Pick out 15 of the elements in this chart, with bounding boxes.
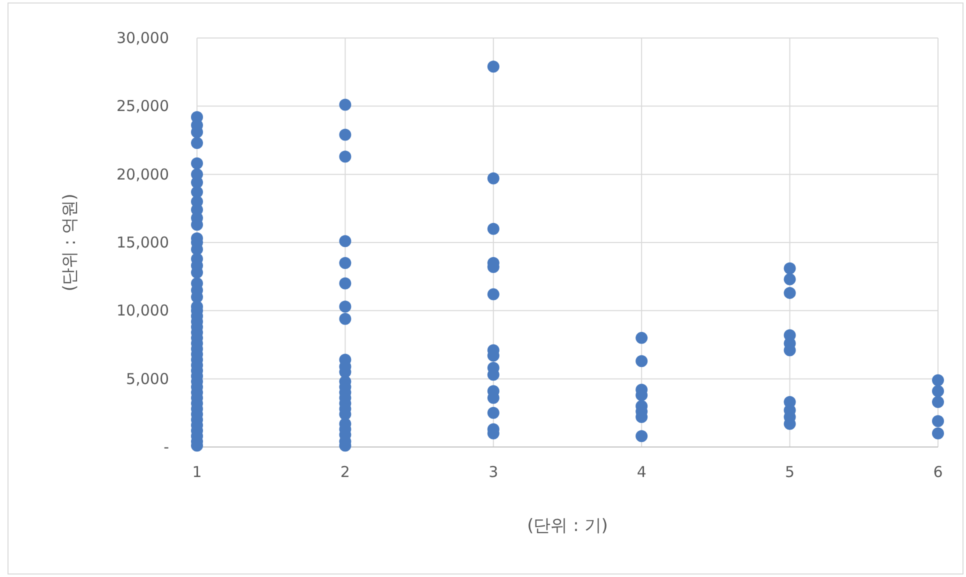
x-tick-label: 3 (488, 463, 498, 481)
y-tick-label: 20,000 (116, 165, 169, 184)
x-tick-label: 4 (636, 463, 646, 481)
y-tick-label: 30,000 (116, 29, 169, 47)
x-tick-label: 1 (192, 463, 202, 481)
x-tick-label: 2 (340, 463, 350, 481)
y-tick-label: 5,000 (126, 370, 169, 388)
y-tick-label: 10,000 (116, 302, 169, 320)
y-axis-title: (단위 : 억원) (60, 194, 80, 292)
y-tick-label: 25,000 (116, 97, 169, 116)
y-tick-label: - (164, 438, 169, 456)
y-tick-label: 15,000 (116, 234, 169, 252)
x-axis-title: (단위 : 기) (527, 516, 608, 536)
x-tick-label: 5 (785, 463, 795, 481)
x-tick-label: 6 (933, 463, 943, 481)
